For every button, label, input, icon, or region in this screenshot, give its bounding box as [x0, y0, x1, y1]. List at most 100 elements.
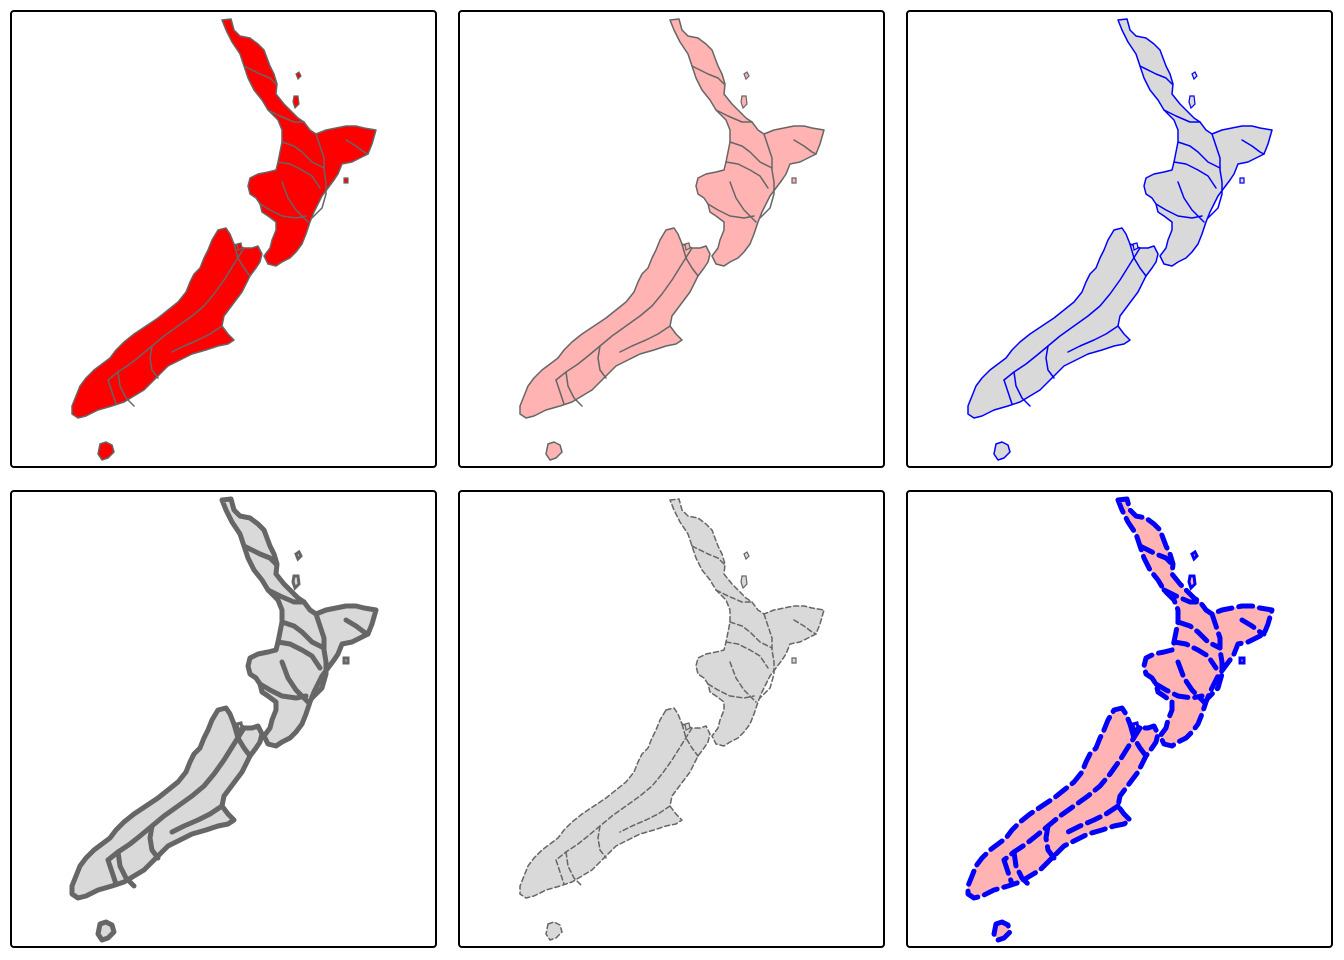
region-boundary: [1163, 109, 1201, 123]
new-zealand-map: [519, 498, 825, 941]
region-boundary: [309, 611, 329, 701]
region-boundary: [1175, 619, 1223, 651]
new-zealand-map: [69, 496, 379, 943]
region-boundary: [793, 139, 817, 155]
south-island-shape: [519, 227, 711, 419]
map-panel-thick-borders: [10, 490, 437, 948]
region-boundary: [1177, 141, 1221, 169]
new-zealand-map: [519, 18, 825, 461]
region-boundary: [147, 823, 161, 861]
region-boundary: [241, 543, 279, 567]
islet-shape: [1132, 242, 1139, 251]
region-boundary: [107, 379, 117, 405]
islet-shape: [343, 177, 349, 184]
north-island-shape: [1117, 18, 1273, 267]
region-boundary: [1153, 681, 1205, 701]
region-boundary: [729, 141, 773, 169]
region-boundary: [277, 161, 321, 189]
region-boundary: [565, 371, 583, 407]
stewart-island-shape: [97, 441, 115, 461]
region-boundary: [169, 803, 225, 835]
islet-shape: [295, 71, 302, 81]
islet-shape: [1239, 177, 1245, 184]
region-boundary: [681, 243, 699, 277]
region-boundary: [729, 621, 773, 649]
region-boundary: [233, 243, 251, 277]
stewart-island-shape: [545, 921, 563, 941]
region-boundary: [555, 859, 565, 885]
region-boundary: [1241, 139, 1265, 155]
region-boundary: [707, 683, 755, 699]
region-boundary: [597, 825, 607, 859]
south-island-shape: [965, 705, 1161, 901]
region-boundary: [1043, 823, 1057, 861]
region-boundary: [1001, 857, 1015, 887]
map-panel-blue-borders: [906, 10, 1333, 468]
region-boundary: [707, 203, 755, 219]
region-boundary: [1011, 849, 1033, 889]
map-panel-dashed-borders: [458, 490, 885, 948]
islet-shape: [740, 95, 748, 110]
region-boundary: [1177, 181, 1205, 223]
stewart-island-shape: [993, 441, 1011, 461]
islet-shape: [294, 549, 303, 562]
region-boundary: [231, 721, 253, 759]
region-boundary: [117, 371, 135, 407]
islet-shape: [342, 656, 350, 665]
islet-shape: [791, 657, 797, 664]
region-boundary: [1155, 203, 1203, 219]
region-boundary: [1205, 611, 1225, 701]
region-boundary: [345, 139, 369, 155]
region-boundary: [1003, 379, 1013, 405]
region-boundary: [691, 65, 725, 85]
region-boundary: [715, 109, 753, 123]
region-boundary: [555, 379, 565, 405]
region-boundary: [555, 247, 693, 381]
region-boundary: [1013, 371, 1031, 407]
islet-shape: [1190, 549, 1199, 562]
south-island-shape: [967, 227, 1159, 419]
islet-shape: [684, 722, 691, 731]
region-boundary: [1129, 243, 1147, 277]
region-boundary: [759, 613, 775, 699]
region-boundary: [1239, 617, 1267, 637]
region-boundary: [281, 181, 309, 223]
region-boundary: [681, 723, 699, 757]
region-boundary: [107, 247, 245, 381]
islet-shape: [1238, 656, 1246, 665]
region-boundary: [1171, 639, 1219, 671]
map-panel-pink-blue-dashed: [906, 490, 1333, 948]
south-island-shape: [71, 227, 263, 419]
region-boundary: [793, 619, 817, 635]
region-boundary: [275, 639, 323, 671]
islet-shape: [1191, 71, 1198, 81]
region-boundary: [691, 545, 725, 565]
region-boundary: [759, 133, 775, 219]
region-boundary: [243, 65, 277, 85]
stewart-island-shape: [545, 441, 563, 461]
north-island-shape: [669, 498, 825, 747]
region-boundary: [619, 805, 671, 833]
region-boundary: [311, 133, 327, 219]
north-island-shape: [669, 18, 825, 267]
region-boundary: [1161, 587, 1203, 605]
islet-shape: [791, 177, 797, 184]
region-boundary: [715, 589, 753, 603]
region-boundary: [1067, 325, 1119, 353]
stewart-island-shape: [95, 919, 117, 943]
map-panel-red-fill: [10, 10, 437, 468]
new-zealand-map: [967, 18, 1273, 461]
islet-shape: [684, 242, 691, 251]
region-boundary: [619, 325, 671, 353]
islet-shape: [292, 95, 300, 110]
islet-shape: [743, 71, 750, 81]
region-boundary: [1207, 133, 1223, 219]
region-boundary: [115, 849, 137, 889]
region-boundary: [729, 661, 757, 703]
region-boundary: [1045, 345, 1055, 379]
region-boundary: [259, 203, 307, 219]
region-boundary: [105, 725, 247, 863]
region-boundary: [281, 141, 325, 169]
region-boundary: [265, 587, 307, 605]
region-boundary: [725, 161, 769, 189]
